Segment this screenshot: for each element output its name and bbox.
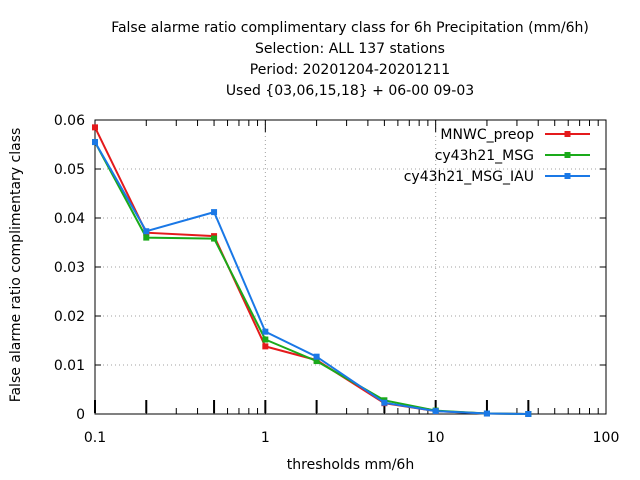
x-tick-label: 100 (593, 430, 620, 446)
data-point (92, 124, 98, 131)
chart-title: False alarme ratio complimentary class f… (0, 18, 640, 102)
x-tick-label: 1 (261, 430, 270, 446)
y-tick-label: 0 (76, 407, 85, 423)
data-point (143, 234, 150, 241)
data-point (525, 411, 532, 417)
data-point (313, 358, 320, 365)
legend-marker (564, 131, 571, 137)
title-line-1: False alarme ratio complimentary class f… (111, 20, 589, 36)
data-point (381, 399, 388, 406)
data-point (211, 235, 218, 242)
legend-marker (564, 152, 571, 158)
plot-frame (94, 119, 607, 415)
grid (95, 120, 606, 414)
data-point (432, 408, 439, 415)
legend-marker (564, 173, 571, 179)
data-point (262, 328, 269, 335)
tick-labels: 0 0.01 0.02 0.03 0.04 0.05 0.06 0.1 1 10 100 (54, 113, 620, 446)
x-tick-label: 10 (427, 430, 445, 446)
y-axis-label: False alarme ratio complimentary class (8, 128, 24, 403)
data-point (262, 336, 269, 343)
y-tick-label: 0.06 (54, 113, 85, 129)
x-axis-label: thresholds mm/6h (287, 457, 414, 473)
y-tick-label: 0.04 (54, 211, 85, 227)
title-line-2: Selection: ALL 137 stations (255, 41, 445, 57)
data-point (262, 343, 269, 350)
legend-label: MNWC_preop (440, 127, 534, 143)
data-point (313, 353, 320, 360)
data-point (483, 410, 490, 417)
series-group (92, 124, 532, 417)
data-point (211, 209, 218, 216)
y-tick-label: 0.05 (54, 162, 85, 178)
title-line-3: Period: 20201204-20201211 (249, 62, 451, 78)
y-tick-label: 0.02 (54, 309, 85, 325)
y-tick-label: 0.01 (54, 358, 85, 374)
title-line-4: Used {03,06,15,18} + 06-00 09-03 (225, 83, 475, 99)
x-tick-label: 0.1 (84, 430, 106, 446)
data-point (92, 139, 98, 146)
legend-label: cy43h21_MSG (435, 148, 534, 164)
legend-label: cy43h21_MSG_IAU (404, 169, 534, 185)
y-tick-label: 0.03 (54, 260, 85, 276)
data-point (143, 228, 150, 235)
legend: MNWC_preop cy43h21_MSG cy43h21_MSG_IAU (404, 127, 590, 185)
series-cy43h21_MSG_IAU (92, 139, 532, 417)
